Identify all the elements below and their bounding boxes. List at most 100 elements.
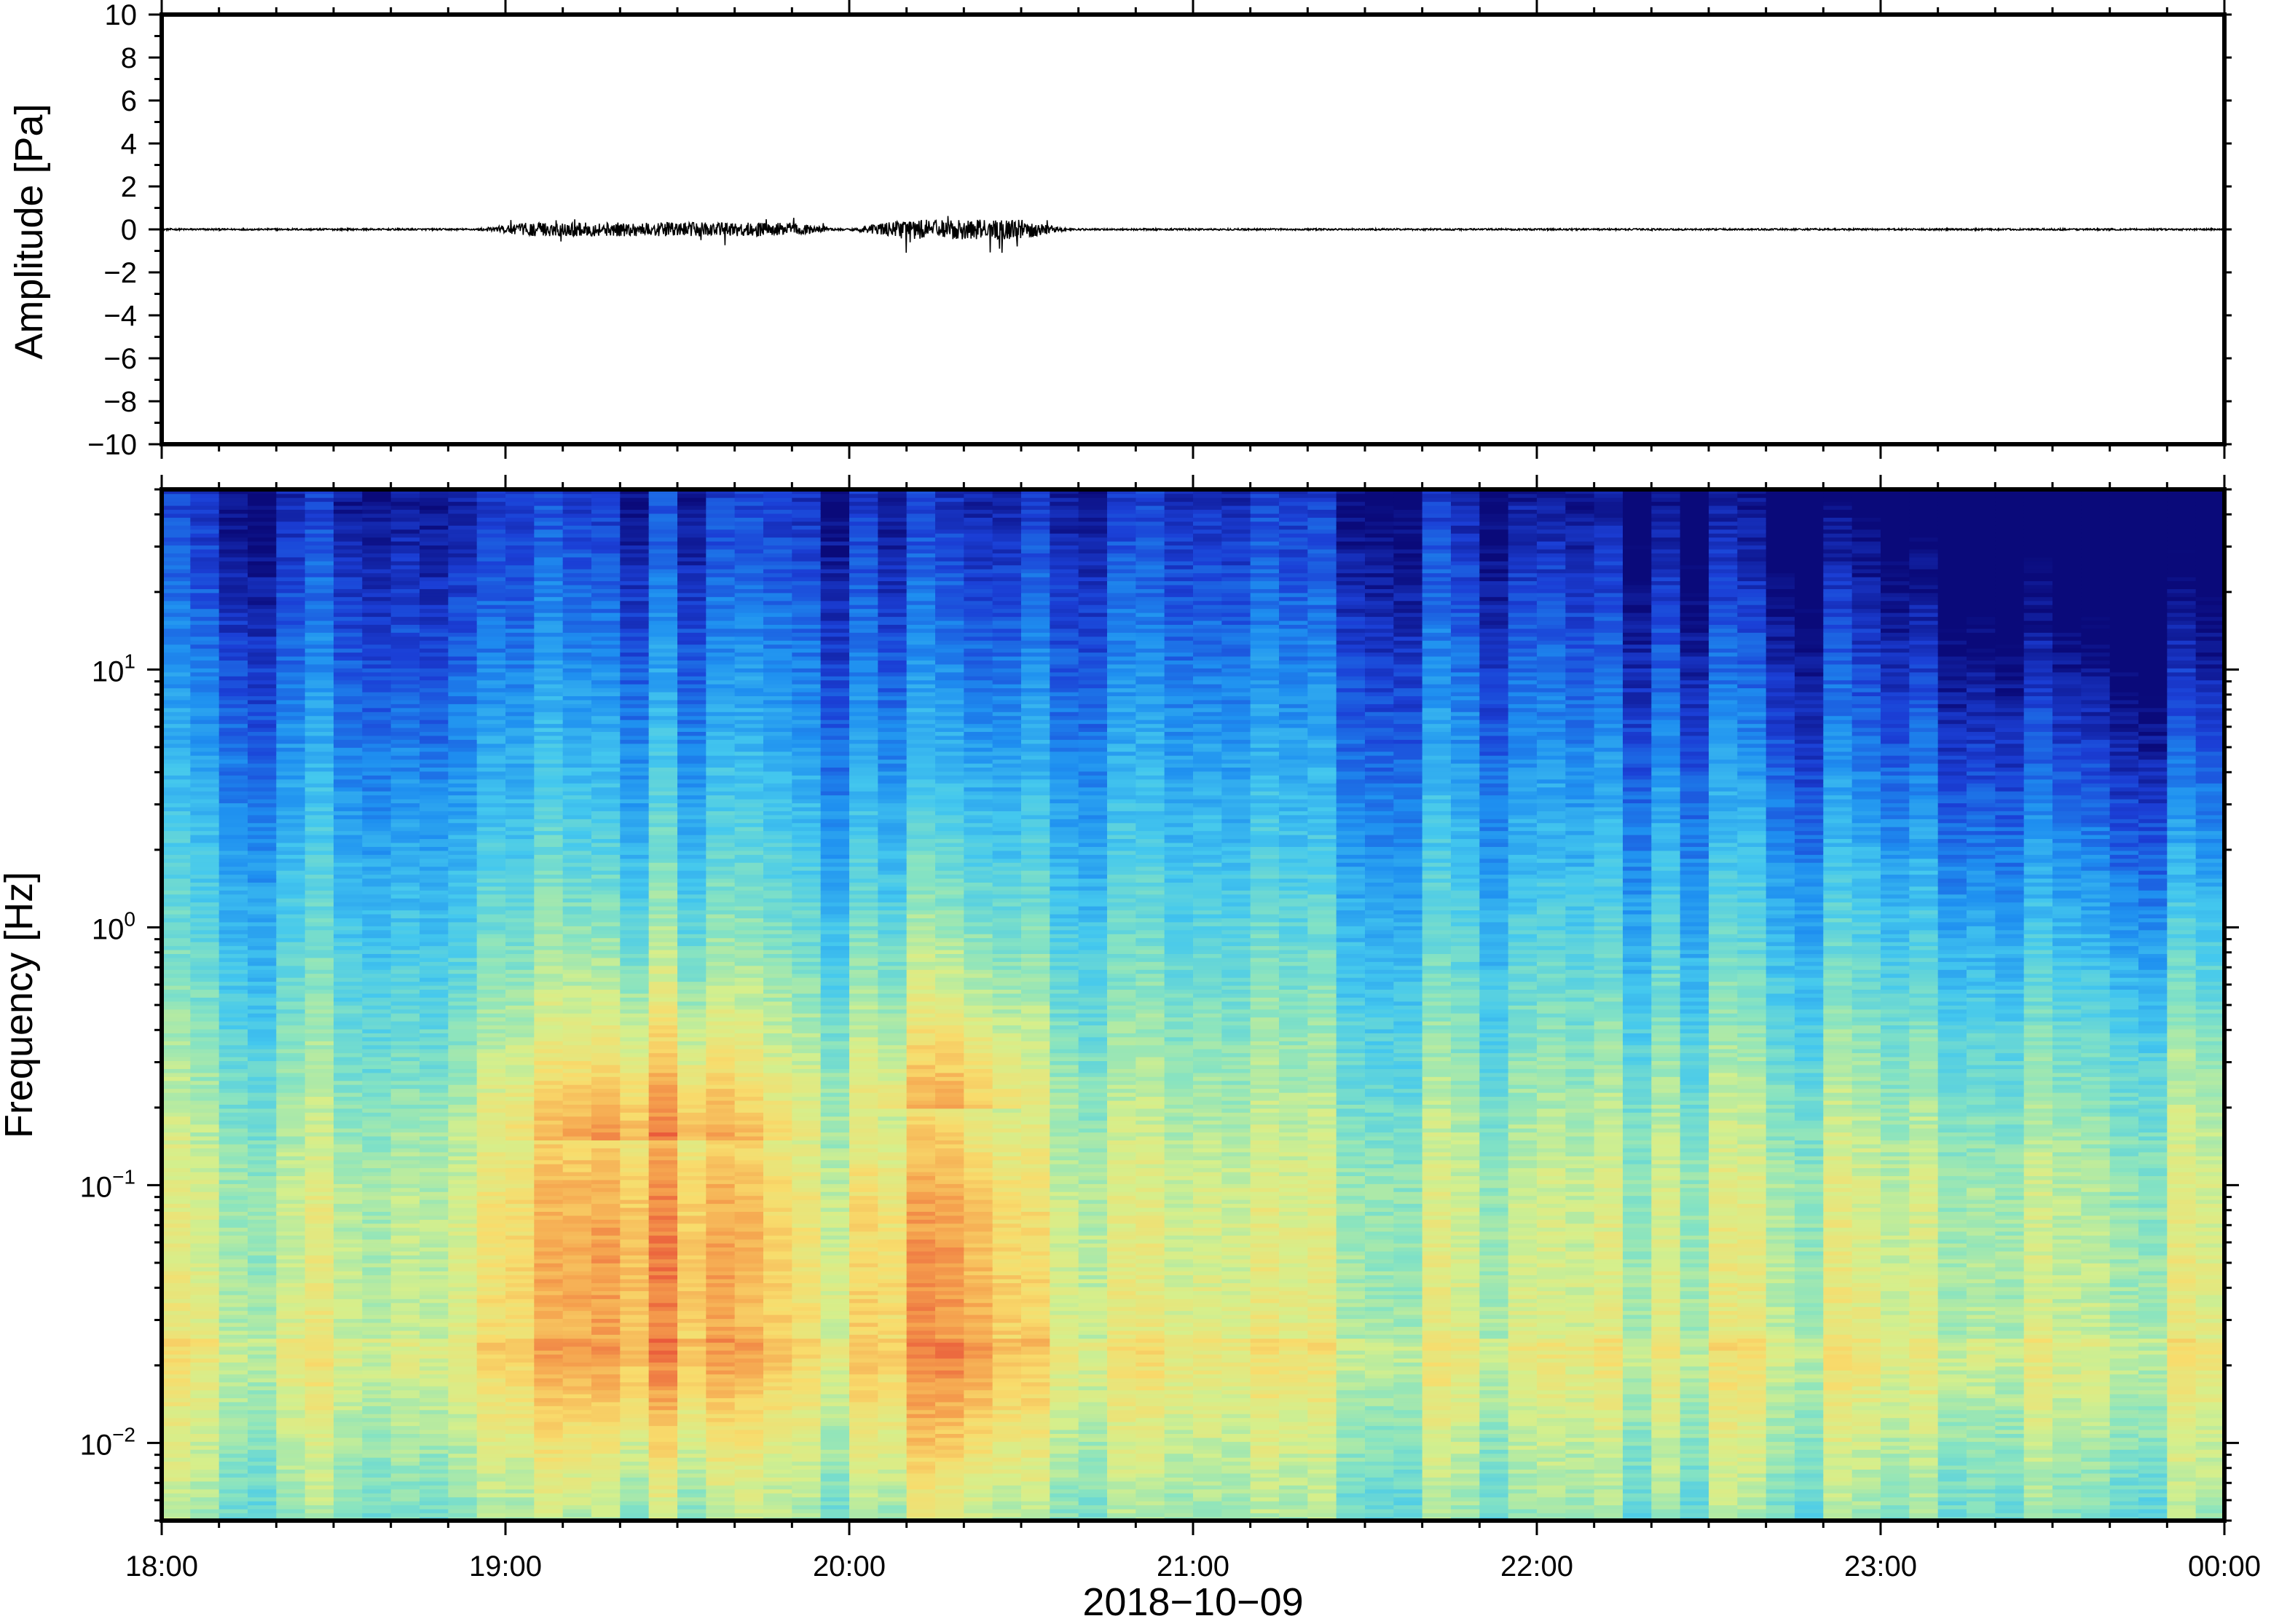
spectrogram-cell <box>276 838 305 843</box>
spectrogram-cell <box>276 993 305 998</box>
spectrogram-cell <box>219 795 248 799</box>
spectrogram-cell <box>334 1493 363 1497</box>
spectrogram-cell <box>305 660 334 664</box>
spectrogram-cell <box>190 1227 219 1231</box>
spectrogram-cell <box>248 1513 277 1517</box>
spectrogram-cell <box>276 966 305 970</box>
spectrogram-cell <box>305 1342 334 1347</box>
spectrogram-cell <box>162 1104 191 1108</box>
spectrogram-cell <box>162 779 191 784</box>
spectrogram-cell <box>190 1195 219 1199</box>
spectrogram-cell <box>334 1152 363 1156</box>
spectrogram-cell <box>162 1191 191 1196</box>
spectrogram-cell <box>362 1128 391 1132</box>
spectrogram-cell <box>190 1449 219 1454</box>
spectrogram-cell <box>305 604 334 609</box>
spectrogram-cell <box>219 997 248 1001</box>
spectrogram-cell <box>219 953 248 958</box>
spectrogram-cell <box>190 1509 219 1513</box>
spectrogram-cell <box>334 541 363 545</box>
spectrogram-cell <box>276 811 305 815</box>
spectrogram-cell <box>276 1509 305 1513</box>
spectrogram-cell <box>248 1509 277 1513</box>
spectrogram-cell <box>162 679 191 684</box>
spectrogram-cell <box>362 1417 391 1422</box>
spectrogram-cell <box>334 1203 363 1207</box>
spectrogram-cell <box>276 791 305 795</box>
spectrogram-cell <box>276 1144 305 1148</box>
spectrogram-cell <box>276 819 305 823</box>
spectrogram-cell <box>305 886 334 891</box>
spectrogram-cell <box>276 977 305 982</box>
spectrogram-cell <box>362 1425 391 1430</box>
spectrogram-cell <box>248 1410 277 1414</box>
spectrogram-cell <box>190 791 219 795</box>
spectrogram-cell <box>190 1255 219 1259</box>
spectrogram-cell <box>248 1302 277 1306</box>
spectrogram-cell <box>162 958 191 962</box>
spectrogram-cell <box>334 1017 363 1021</box>
spectrogram-cell <box>276 1044 305 1049</box>
spectrogram-cell <box>276 1175 305 1180</box>
spectrogram-cell <box>305 1346 334 1350</box>
spectrogram-cell <box>248 1438 277 1442</box>
spectrogram-cell <box>162 1235 191 1239</box>
spectrogram-cell <box>248 815 277 819</box>
spectrogram-cell <box>248 684 277 688</box>
spectrogram-cell <box>276 906 305 910</box>
spectrogram-cell <box>162 822 191 827</box>
spectrogram-cell <box>248 744 277 748</box>
spectrogram-cell <box>248 1132 277 1136</box>
spectrogram-cell <box>190 1211 219 1215</box>
spectrogram-cell <box>219 712 248 716</box>
spectrogram-cell <box>305 636 334 641</box>
spectrogram-cell <box>276 1461 305 1465</box>
spectrogram-cell <box>334 600 363 604</box>
spectrogram-cell <box>190 1112 219 1116</box>
spectrogram-cell <box>219 1295 248 1299</box>
spectrogram-cell <box>190 767 219 771</box>
spectrogram-cell <box>362 1465 391 1470</box>
spectrogram-cell <box>162 1239 191 1243</box>
spectrogram-cell <box>190 1425 219 1430</box>
spectrogram-cell <box>190 1044 219 1049</box>
spectrogram-cell <box>305 692 334 696</box>
spectrogram-cell <box>305 882 334 886</box>
spectrogram-cell <box>248 513 277 518</box>
spectrogram-cell <box>305 866 334 870</box>
spectrogram-cell <box>248 783 277 787</box>
spectrogram-cell <box>162 1029 191 1033</box>
spectrogram-cell <box>219 1044 248 1049</box>
spectrogram-cell <box>190 846 219 851</box>
spectrogram-cell <box>190 934 219 938</box>
spectrogram-cell <box>190 1290 219 1295</box>
spectrogram-cell <box>248 1140 277 1144</box>
spectrogram-cell <box>334 509 363 513</box>
spectrogram-cell <box>305 509 334 513</box>
spectrogram-cell <box>162 596 191 601</box>
spectrogram-cell <box>248 969 277 974</box>
spectrogram-cell <box>334 918 363 922</box>
spectrogram-cell <box>219 1358 248 1363</box>
spectrogram-cell <box>162 1183 191 1188</box>
spectrogram-cell <box>190 1005 219 1009</box>
spectrogram-cell <box>305 672 334 677</box>
spectrogram-cell <box>305 763 334 768</box>
spectrogram-cell <box>248 1183 277 1188</box>
spectrogram-cell <box>334 1044 363 1049</box>
spectrogram-cell <box>334 1398 363 1402</box>
spectrogram-cell <box>248 1489 277 1493</box>
spectrogram-cell <box>305 1033 334 1037</box>
spectrogram-cell <box>334 1509 363 1513</box>
spectrogram-cell <box>190 720 219 724</box>
spectrogram-cell <box>190 1148 219 1152</box>
spectrogram-cell <box>190 1298 219 1303</box>
spectrogram-cell <box>362 1223 391 1228</box>
spectrogram-cell <box>362 1461 391 1465</box>
spectrogram-cell <box>219 874 248 878</box>
spectrogram-cell <box>190 1191 219 1196</box>
spectrogram-cell <box>276 1136 305 1140</box>
spectrogram-cell <box>362 1449 391 1454</box>
spectrogram-cell <box>305 1398 334 1402</box>
spectrogram-cell <box>334 1180 363 1184</box>
